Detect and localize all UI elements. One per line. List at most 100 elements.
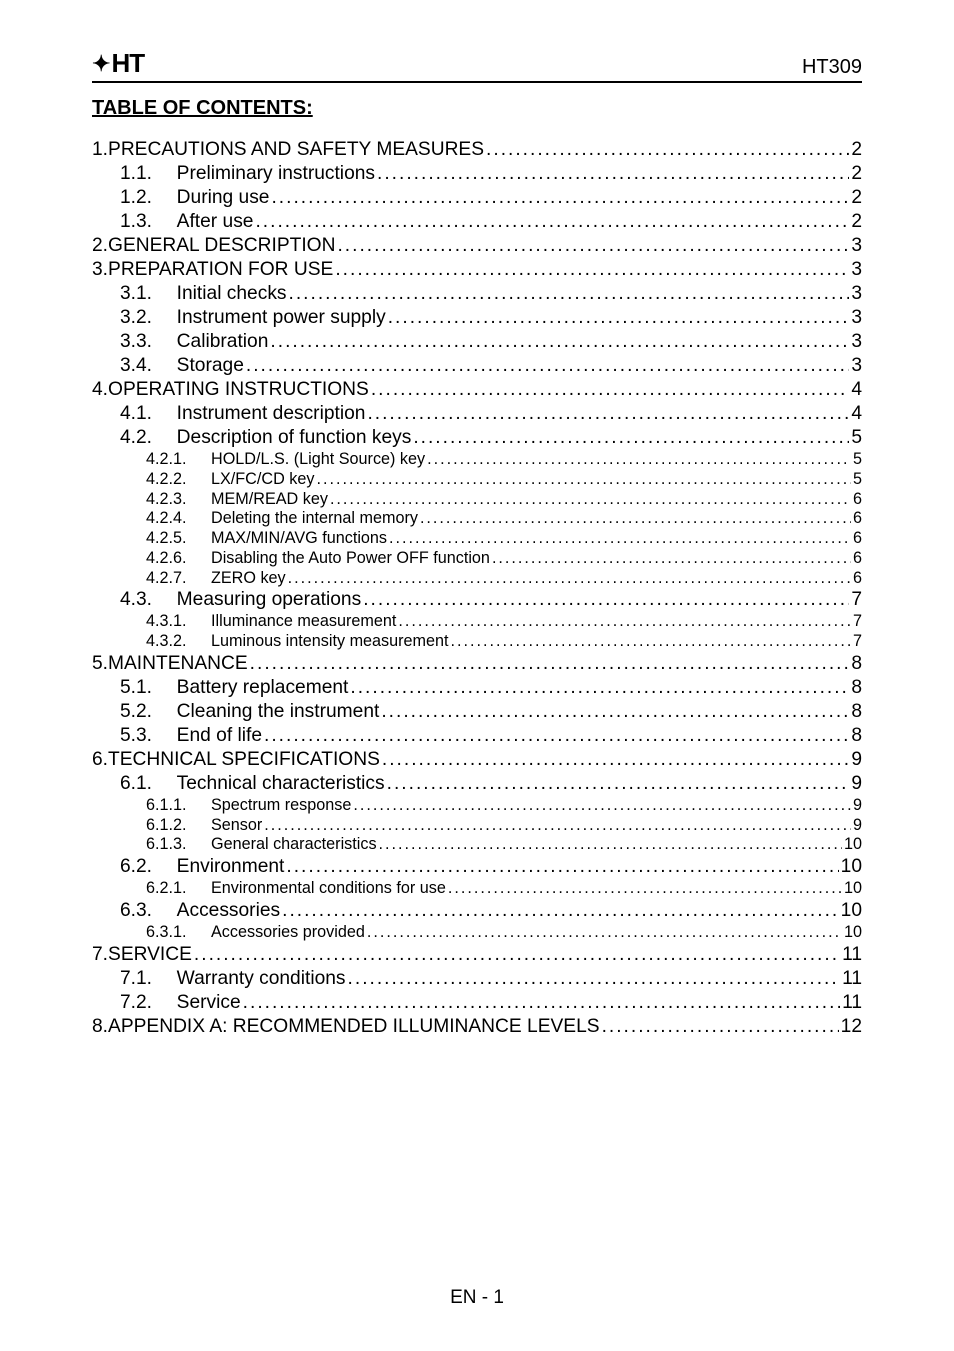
toc-entry: 4.2.3. MEM/READ key ....................…	[146, 490, 862, 510]
logo-text: HT	[111, 48, 144, 79]
toc-entry-text: Initial checks	[177, 282, 287, 306]
toc-entry-number: 4.	[92, 378, 108, 402]
toc-entry-text: End of life	[177, 724, 262, 748]
toc-entry-number: 7.1.	[120, 967, 166, 991]
toc-leader-dots: ........................................…	[387, 772, 850, 796]
toc-entry-text: Environment	[177, 855, 285, 879]
toc-leader-dots: ........................................…	[289, 282, 850, 306]
toc-leader-dots: ........................................…	[367, 402, 849, 426]
toc-entry-number: 6.2.	[120, 855, 166, 879]
toc-entry-number: 3.4.	[120, 354, 166, 378]
toc-entry: 7.1. Warranty conditions................…	[120, 967, 862, 991]
toc-gap	[166, 967, 177, 991]
toc-entry-text: Environmental conditions for use	[211, 879, 446, 899]
toc-entry: 6.1.1. Spectrum response ...............…	[146, 796, 862, 816]
toc-entry-page: 6	[853, 490, 862, 510]
document-code: HT309	[802, 56, 862, 79]
toc-leader-dots: ........................................…	[348, 967, 841, 991]
toc-entry: 1.1. Preliminary instructions ..........…	[120, 162, 862, 186]
toc-entry-page: 3	[851, 306, 862, 330]
toc-entry-page: 10	[844, 835, 862, 855]
toc-entry: 6.3. Accessories .......................…	[120, 899, 862, 923]
toc-gap	[166, 306, 177, 330]
toc-entry: 2. GENERAL DESCRIPTION .................…	[92, 234, 862, 258]
toc-entry-number: 3.1.	[120, 282, 166, 306]
toc-entry-page: 9	[853, 796, 862, 816]
toc-entry-text: ZERO key	[211, 569, 286, 589]
toc-entry-number: 5.1.	[120, 676, 166, 700]
toc-entry-page: 3	[851, 258, 862, 282]
toc-entry-text: Instrument power supply	[177, 306, 386, 330]
toc-entry-page: 6	[853, 569, 862, 589]
toc-entry-number: 4.2.6.	[146, 549, 202, 569]
toc-entry: 5.3. End of life .......................…	[120, 724, 862, 748]
toc-entry-number: 1.1.	[120, 162, 166, 186]
toc-entry-page: 8	[851, 652, 862, 676]
toc-entry: 4.2.1. HOLD/L.S. (Light Source) key.....…	[146, 450, 862, 470]
toc-leader-dots: ........................................…	[371, 378, 849, 402]
toc-entry: 4.3. Measuring operations ..............…	[120, 588, 862, 612]
toc-leader-dots: ........................................…	[255, 210, 849, 234]
toc-gap	[166, 162, 177, 186]
toc-entry: 4.2.2. LX/FC/CD key ....................…	[146, 470, 862, 490]
toc-entry-number: 6.1.3.	[146, 835, 202, 855]
toc-entry-text: Accessories	[177, 899, 280, 923]
toc-entry-page: 11	[842, 967, 862, 991]
toc-entry-text: Spectrum response	[211, 796, 351, 816]
toc-gap	[202, 796, 211, 816]
toc-entry-number: 4.2.4.	[146, 509, 202, 529]
toc-entry: 5.1. Battery replacement ...............…	[120, 676, 862, 700]
toc-entry-page: 7	[851, 588, 862, 612]
toc-entry-text: Technical characteristics	[177, 772, 385, 796]
toc-entry-number: 2.	[92, 234, 108, 258]
toc-leader-dots: ........................................…	[246, 354, 849, 378]
toc-entry-page: 3	[851, 234, 862, 258]
toc-entry: 7. SERVICE..............................…	[92, 943, 862, 967]
toc-entry-number: 6.3.1.	[146, 923, 202, 943]
toc-gap	[166, 186, 177, 210]
toc-entry-page: 9	[851, 772, 862, 796]
toc-entry-number: 5.2.	[120, 700, 166, 724]
toc-leader-dots: ........................................…	[337, 234, 849, 258]
toc-gap	[166, 402, 177, 426]
toc-gap	[202, 490, 211, 510]
toc-entry-number: 6.1.	[120, 772, 166, 796]
toc-leader-dots: ........................................…	[420, 509, 851, 529]
toc-leader-dots: ........................................…	[602, 1015, 839, 1039]
toc-entry-text: Warranty conditions	[177, 967, 346, 991]
toc-entry-number: 1.3.	[120, 210, 166, 234]
toc-entry-page: 10	[841, 855, 862, 879]
toc-entry-number: 3.	[92, 258, 108, 282]
toc-leader-dots: ........................................…	[492, 549, 851, 569]
toc-entry-number: 1.2.	[120, 186, 166, 210]
toc-entry: 6.1. Technical characteristics .........…	[120, 772, 862, 796]
toc-entry-text: Instrument description	[177, 402, 366, 426]
toc-entry-page: 6	[853, 529, 862, 549]
toc-leader-dots: ........................................…	[316, 470, 851, 490]
toc-leader-dots: ........................................…	[398, 612, 851, 632]
toc-entry: 5. MAINTENANCE .........................…	[92, 652, 862, 676]
toc-entry-page: 2	[851, 138, 862, 162]
toc-leader-dots: ........................................…	[388, 306, 850, 330]
toc-gap	[202, 835, 211, 855]
toc-entry-text: MEM/READ key	[211, 490, 328, 510]
toc-entry: 4.2.7. ZERO key.........................…	[146, 569, 862, 589]
toc-entry-text: MAINTENANCE	[108, 652, 248, 676]
toc-leader-dots: ........................................…	[288, 569, 851, 589]
toc-entry: 4.2. Description of function keys.......…	[120, 426, 862, 450]
toc-entry-number: 5.3.	[120, 724, 166, 748]
toc-gap	[202, 470, 211, 490]
toc-entry-text: Battery replacement	[177, 676, 349, 700]
toc-entry: 1.3. After use .........................…	[120, 210, 862, 234]
toc-entry-page: 8	[851, 724, 862, 748]
toc-entry-number: 4.2.3.	[146, 490, 202, 510]
toc-entry: 5.2. Cleaning the instrument............…	[120, 700, 862, 724]
page: ✦HT HT309 TABLE OF CONTENTS: 1. PRECAUTI…	[0, 0, 954, 1351]
toc-leader-dots: ........................................…	[194, 943, 840, 967]
toc-entry-text: OPERATING INSTRUCTIONS	[108, 378, 369, 402]
toc-entry-page: 2	[851, 210, 862, 234]
toc-entry: 4.3.1. Illuminance measurement .........…	[146, 612, 862, 632]
toc-leader-dots: ........................................…	[451, 632, 851, 652]
toc-entry: 3.2. Instrument power supply ...........…	[120, 306, 862, 330]
toc-gap	[202, 612, 211, 632]
